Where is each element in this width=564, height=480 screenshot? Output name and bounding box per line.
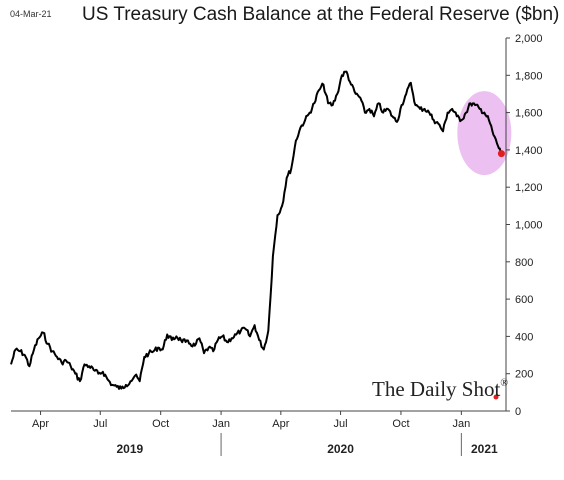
highlight-layer: [457, 91, 512, 176]
watermark-daily-shot: The Daily Shot®: [372, 377, 508, 401]
y-tick-label: 1,200: [515, 182, 543, 194]
watermark-dot: [493, 394, 499, 400]
y-tick-label: 400: [515, 331, 533, 343]
year-label: 2021: [471, 442, 498, 456]
x-tick-label: Jan: [452, 418, 470, 430]
y-tick-label: 1,600: [515, 108, 543, 120]
x-tick-label: Jan: [212, 418, 230, 430]
axes: 0 200 400 600 800 1,000 1,200 1,400 1,600 1,800 2,…: [11, 33, 543, 456]
x-tick-label: Jul: [334, 418, 348, 430]
series-line-treasury-cash: [10, 70, 503, 390]
y-tick-label: 2,000: [515, 33, 543, 45]
y-tick-label: 600: [515, 294, 533, 306]
x-tick-label: Apr: [272, 418, 289, 430]
highlight-ellipse: [457, 91, 512, 176]
series-end-point: [497, 150, 505, 158]
x-tick-label: Jul: [93, 418, 107, 430]
date-label: 04-Mar-21: [10, 9, 52, 19]
year-label: 2019: [116, 442, 143, 456]
y-tick-label: 0: [515, 406, 521, 418]
chart-title: US Treasury Cash Balance at the Federal …: [82, 4, 560, 25]
marker-layer: [493, 150, 505, 400]
y-tick-label: 1,400: [515, 145, 543, 157]
y-tick-label: 800: [515, 257, 533, 269]
series-layer: [10, 70, 503, 390]
y-tick-label: 200: [515, 369, 533, 381]
x-tick-label: Oct: [392, 418, 409, 430]
watermark-mark: ®: [500, 378, 508, 389]
year-label: 2020: [327, 442, 354, 456]
x-tick-label: Apr: [32, 418, 49, 430]
watermark-text: The Daily Shot: [372, 377, 500, 401]
y-tick-label: 1,000: [515, 220, 543, 232]
x-tick-label: Oct: [152, 418, 169, 430]
y-tick-label: 1,800: [515, 70, 543, 82]
